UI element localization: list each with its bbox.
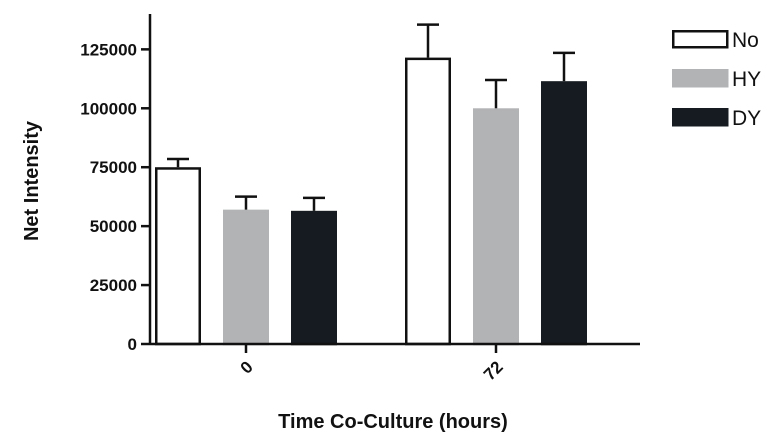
bar-hy-0 — [223, 209, 269, 346]
y-tick-label: 125000 — [80, 40, 137, 59]
y-tick-label: 75000 — [90, 158, 137, 177]
x-tick-label: 0 — [237, 357, 257, 377]
y-axis-title: Net Intensity — [21, 120, 43, 241]
bar-hy-72 — [473, 108, 519, 346]
legend-label-hy: HY — [732, 68, 761, 91]
x-ticks-layer: 0 72 — [237, 344, 507, 384]
legend-label-dy: DY — [732, 107, 761, 130]
legend: No HY DY — [672, 29, 761, 130]
legend-swatch-hy — [672, 69, 729, 88]
legend-label-no: No — [732, 29, 759, 52]
y-tick-label: 25000 — [90, 276, 137, 295]
x-tick-label: 72 — [480, 357, 507, 384]
bars-layer — [155, 57, 587, 346]
legend-swatch-dy — [672, 108, 729, 127]
x-axis-title: Time Co-Culture (hours) — [278, 411, 508, 433]
bar-dy-0 — [291, 210, 337, 346]
bar-dy-72 — [541, 81, 587, 346]
y-tick-label: 50000 — [90, 217, 137, 236]
axes-layer — [148, 14, 640, 346]
y-tick-label: 100000 — [80, 99, 137, 118]
y-ticks-layer: 0 25000 50000 75000 100000 125000 — [80, 40, 150, 354]
y-tick-label: 0 — [128, 335, 137, 354]
bar-no-72 — [405, 57, 451, 346]
legend-swatch-no — [672, 30, 729, 49]
error-bars-layer — [167, 23, 575, 211]
bar-no-0 — [155, 167, 201, 346]
